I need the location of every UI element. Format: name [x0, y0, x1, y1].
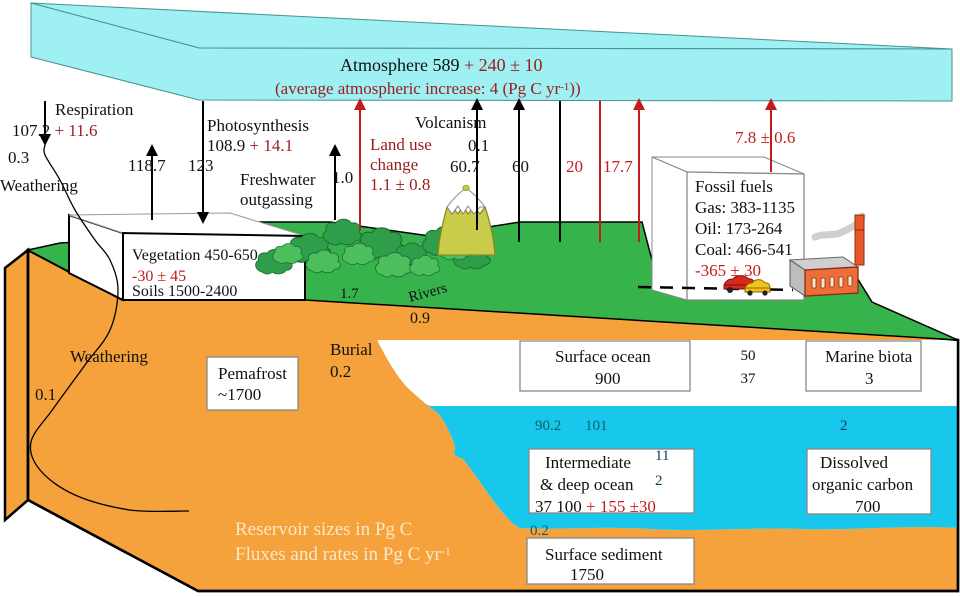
svg-text:Burial: Burial: [330, 340, 373, 359]
svg-text:0.9: 0.9: [410, 310, 430, 327]
svg-text:101: 101: [585, 418, 608, 434]
svg-text:0.1: 0.1: [35, 385, 56, 404]
svg-text:Marine biota: Marine biota: [825, 347, 913, 366]
svg-text:1750: 1750: [570, 565, 604, 584]
svg-text:60: 60: [512, 157, 529, 176]
svg-text:900: 900: [595, 369, 621, 388]
svg-text:Volcanism: Volcanism: [415, 113, 486, 132]
svg-text:11: 11: [655, 448, 669, 464]
svg-text:2: 2: [655, 473, 663, 489]
svg-text:108.9 + 14.1: 108.9 + 14.1: [207, 136, 293, 155]
svg-text:Oil: 173-264: Oil: 173-264: [695, 219, 783, 238]
svg-text:37: 37: [741, 371, 757, 387]
svg-text:50: 50: [741, 348, 756, 364]
svg-text:0.2: 0.2: [330, 362, 351, 381]
svg-text:118.7: 118.7: [128, 156, 166, 175]
svg-text:0.3: 0.3: [8, 148, 29, 167]
svg-text:123: 123: [188, 156, 214, 175]
svg-text:Reservoir sizes in Pg C: Reservoir sizes in Pg C: [235, 519, 412, 540]
svg-text:37 100 + 155 ±30: 37 100 + 155 ±30: [535, 497, 656, 516]
svg-text:Gas: 383-1135: Gas: 383-1135: [695, 198, 795, 217]
svg-text:Vegetation 450-650: Vegetation 450-650: [132, 247, 258, 264]
svg-text:1.0: 1.0: [332, 168, 353, 187]
svg-text:Fluxes and rates in Pg C yr-1: Fluxes and rates in Pg C yr-1: [235, 544, 451, 565]
svg-text:107.2 + 11.6: 107.2 + 11.6: [12, 121, 97, 140]
svg-text:0.2: 0.2: [530, 523, 549, 539]
svg-text:Weathering: Weathering: [70, 347, 148, 366]
svg-text:700: 700: [855, 497, 881, 516]
svg-text:& deep ocean: & deep ocean: [540, 475, 634, 494]
svg-text:17.7: 17.7: [603, 157, 633, 176]
svg-text:Soils 1500-2400: Soils 1500-2400: [132, 283, 237, 300]
svg-text:Atmosphere 589 + 240 ± 10: Atmosphere 589 + 240 ± 10: [340, 55, 543, 75]
svg-text:20: 20: [566, 157, 583, 176]
svg-text:Coal: 466-541: Coal: 466-541: [695, 240, 793, 259]
svg-text:Surface sediment: Surface sediment: [545, 545, 663, 564]
svg-text:(average atmospheric increase:: (average atmospheric increase: 4 (Pg C y…: [275, 79, 581, 98]
svg-text:~1700: ~1700: [218, 385, 261, 404]
svg-text:1.1 ± 0.8: 1.1 ± 0.8: [370, 175, 430, 194]
svg-text:Intermediate: Intermediate: [545, 453, 631, 472]
svg-text:Pemafrost: Pemafrost: [218, 364, 287, 383]
svg-text:90.2: 90.2: [535, 418, 561, 434]
svg-text:-365 ± 30: -365 ± 30: [695, 261, 761, 280]
svg-text:2: 2: [840, 418, 848, 434]
svg-text:Dissolved: Dissolved: [820, 453, 889, 472]
svg-text:Photosynthesis: Photosynthesis: [207, 116, 309, 135]
svg-text:change: change: [370, 155, 418, 174]
svg-text:3: 3: [865, 369, 874, 388]
svg-text:7.8 ± 0.6: 7.8 ± 0.6: [735, 128, 795, 147]
svg-text:Land use: Land use: [370, 135, 432, 154]
svg-text:Fossil fuels: Fossil fuels: [695, 177, 773, 196]
svg-text:organic carbon: organic carbon: [812, 475, 914, 494]
svg-text:0.1: 0.1: [468, 136, 489, 155]
svg-text:Respiration: Respiration: [55, 100, 134, 119]
svg-text:Weathering: Weathering: [0, 176, 78, 195]
svg-text:60.7: 60.7: [450, 157, 480, 176]
svg-text:outgassing: outgassing: [240, 190, 313, 209]
svg-text:Freshwater: Freshwater: [240, 170, 316, 189]
svg-text:1.7: 1.7: [340, 286, 359, 302]
svg-text:Surface ocean: Surface ocean: [555, 347, 651, 366]
